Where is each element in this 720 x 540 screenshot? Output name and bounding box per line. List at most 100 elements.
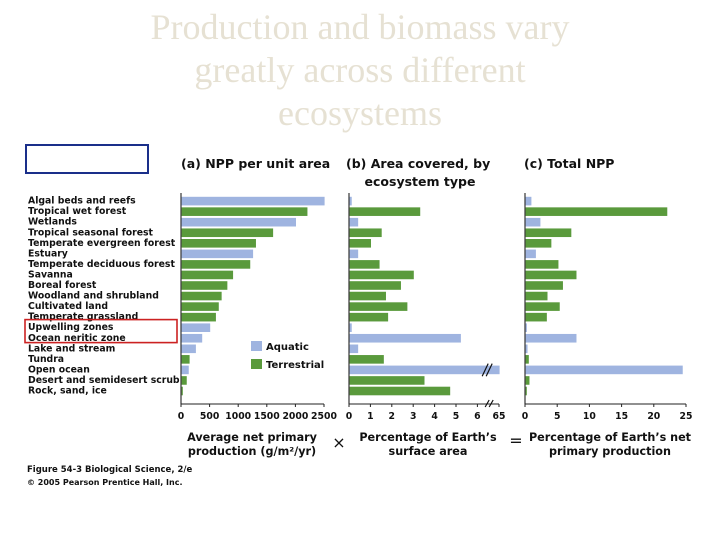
panel-1-bar-temperate-evergreen-forest (181, 239, 256, 248)
panel-2-bar-temperate-evergreen-forest (349, 239, 371, 248)
legend-swatch-terrestrial (251, 359, 262, 369)
panel-3-bar-upwelling-zones (525, 323, 527, 332)
panel-2-bar-lake-and-stream (349, 344, 359, 354)
panel-1-bar-boreal-forest (181, 281, 228, 290)
panel-b-xlabel-line-1: Percentage of Earth’s (359, 431, 497, 444)
panel-a-title: (a) NPP per unit area (181, 156, 330, 171)
panel-3-bar-lake-and-stream (525, 344, 528, 354)
panel-3-bar-open-ocean (525, 365, 683, 375)
panel-2-tick-label-0: 0 (346, 411, 353, 422)
panel-1-bar-tropical-seasonal-forest (181, 228, 274, 238)
panel-3-bar-temperate-grassland (525, 312, 547, 322)
panel-1-bar-ocean-neritic-zone (181, 333, 203, 343)
category-label-estuary: Estuary (28, 248, 68, 259)
panel-b-xlabel-line-2: surface area (389, 445, 468, 458)
slide-title: Production and biomass vary greatly acro… (40, 6, 680, 135)
panel-2-bar-tundra (349, 355, 384, 364)
panel-b-title-line-1: (b) Area covered, by (346, 156, 490, 171)
panel-2-tick-label-6: 6 (474, 411, 480, 422)
category-label-woodland-and-shrubland: Woodland and shrubland (28, 291, 159, 302)
panel-2-bar-algal-beds-and-reefs (349, 196, 352, 206)
category-label-tundra: Tundra (28, 354, 64, 365)
panel-b-title-line-2: ecosystem type (365, 174, 476, 189)
category-label-desert-and-semidesert-scrub: Desert and semidesert scrub (28, 375, 180, 386)
category-label-tropical-seasonal-forest: Tropical seasonal forest (28, 227, 154, 238)
category-label-upwelling-zones: Upwelling zones (28, 322, 114, 333)
panel-1-bar-lake-and-stream (181, 344, 196, 354)
panel-2-bar-temperate-deciduous-forest (349, 260, 380, 269)
category-label-tropical-wet-forest: Tropical wet forest (28, 206, 127, 217)
panel-1-bar-temperate-deciduous-forest (181, 260, 251, 269)
category-label-open-ocean: Open ocean (28, 364, 90, 375)
panel-3-tick-label-25: 25 (680, 411, 693, 422)
panel-2-bar-estuary (349, 249, 359, 259)
panel-2-bar-desert-and-semidesert-scrub (349, 376, 425, 385)
panel-2-bar-tropical-seasonal-forest (349, 228, 382, 238)
panel-3-bar-temperate-evergreen-forest (525, 239, 552, 248)
panel-3-bar-woodland-and-shrubland (525, 291, 548, 301)
panel-3-bar-cultivated-land (525, 302, 560, 311)
panel-a-xlabel-line-2: production (g/m²/yr) (188, 445, 316, 458)
panel-c-title: (c) Total NPP (524, 156, 614, 171)
highlight-box-upwelling-zones (24, 318, 178, 344)
panel-1-tick-label-500: 500 (200, 411, 220, 422)
panel-1-bar-desert-and-semidesert-scrub (181, 376, 187, 385)
category-label-rock-sand-ice: Rock, sand, ice (28, 386, 107, 397)
panel-2-tick-label-2: 2 (389, 411, 395, 422)
slide-title-line-1: Production and biomass vary (150, 7, 570, 47)
panel-3-bar-savanna (525, 270, 577, 280)
legend-label-terrestrial: Terrestrial (266, 360, 324, 371)
legend-swatch-aquatic (251, 341, 262, 351)
panel-1-bar-open-ocean (181, 365, 189, 375)
panel-1-tick-label-1500: 1500 (254, 411, 280, 422)
category-label-ocean-neritic-zone: Ocean neritic zone (28, 333, 126, 344)
panel-2-bar-savanna (349, 270, 414, 280)
panel-1-tick-label-0: 0 (178, 411, 185, 422)
panel-3-tick-label-0: 0 (522, 411, 529, 422)
panel-3-tick-label-10: 10 (583, 411, 596, 422)
panel-2-bar-woodland-and-shrubland (349, 291, 386, 301)
panel-1-bar-rock-sand-ice (181, 386, 183, 396)
panel-2-bar-tropical-wet-forest (349, 207, 421, 216)
panel-1-bar-upwelling-zones (181, 323, 211, 332)
panel-2-bar-break-mark-b (485, 363, 493, 377)
panel-1-bar-cultivated-land (181, 302, 219, 311)
category-label-wetlands: Wetlands (28, 217, 77, 228)
category-label-temperate-grassland: Temperate grassland (28, 312, 138, 323)
category-label-algal-beds-and-reefs: Algal beds and reefs (28, 196, 136, 207)
panel-2-bar-cultivated-land (349, 302, 408, 311)
category-label-lake-and-stream: Lake and stream (28, 343, 115, 354)
panel-2-tick-label-3: 3 (410, 411, 416, 422)
category-label-cultivated-land: Cultivated land (28, 301, 108, 312)
panel-2-axis-break-mark-b (488, 399, 494, 408)
panel-3-bar-tundra (525, 355, 529, 364)
panel-3-tick-label-20: 20 (647, 411, 660, 422)
slide-title-line-2: greatly across different (194, 50, 526, 90)
category-label-savanna: Savanna (28, 269, 73, 280)
panel-1-bar-tundra (181, 355, 190, 364)
legend-label-aquatic: Aquatic (266, 342, 309, 353)
panel-3-bar-desert-and-semidesert-scrub (525, 376, 530, 385)
panel-3-bar-tropical-wet-forest (525, 207, 668, 216)
panel-1-tick-label-1000: 1000 (225, 411, 251, 422)
panel-2-bar-temperate-grassland (349, 312, 389, 322)
panel-2-bar-upwelling-zones (349, 323, 352, 332)
figure-credit: Figure 54-3 Biological Science, 2/e (27, 465, 193, 475)
panel-2-bar-ocean-neritic-zone (349, 333, 461, 343)
blue-outline-box (25, 144, 149, 174)
panel-3-bar-tropical-seasonal-forest (525, 228, 572, 238)
panel-2-bar-boreal-forest (349, 281, 401, 290)
panel-1-bar-algal-beds-and-reefs (181, 196, 325, 206)
category-label-boreal-forest: Boreal forest (28, 280, 97, 291)
panel-1-bar-savanna (181, 270, 234, 280)
panel-1-tick-label-2500: 2500 (311, 411, 337, 422)
panel-3-bar-algal-beds-and-reefs (525, 196, 532, 206)
panel-1-tick-label-2000: 2000 (282, 411, 308, 422)
copyright-credit: © 2005 Pearson Prentice Hall, Inc. (27, 478, 183, 487)
panel-2-bar-break-mark-a (481, 363, 489, 377)
panel-1-bar-estuary (181, 249, 254, 259)
panel-2-tick-label-1: 1 (367, 411, 373, 422)
panel-3-bar-wetlands (525, 217, 541, 227)
panel-2-bar-wetlands (349, 217, 359, 227)
